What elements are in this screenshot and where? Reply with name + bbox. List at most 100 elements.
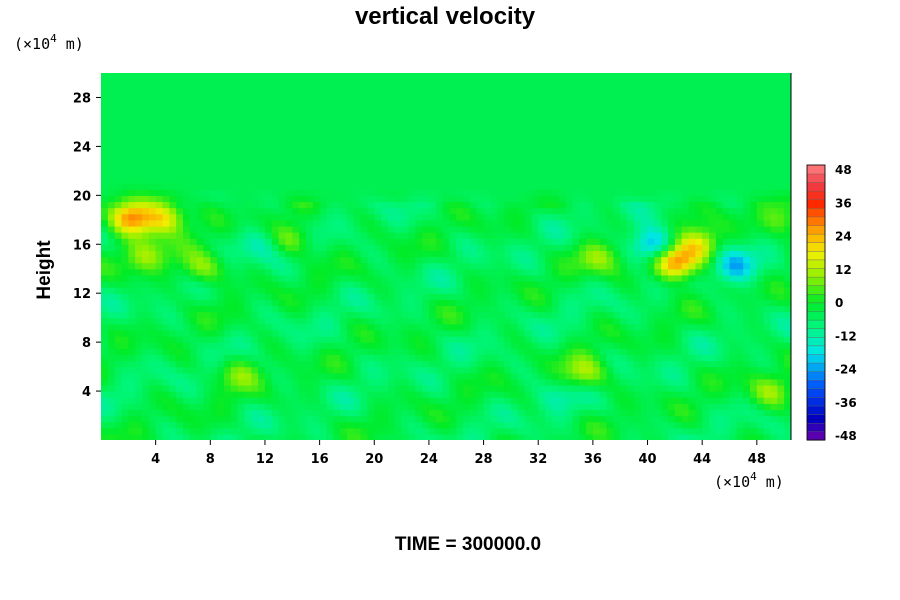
heatmap-cell: [135, 170, 143, 178]
heatmap-cell: [524, 280, 532, 288]
heatmap-cell: [668, 421, 676, 429]
heatmap-cell: [736, 183, 744, 190]
heatmap-cell: [681, 201, 690, 209]
heatmap-cell: [299, 397, 307, 404]
heatmap-cell: [531, 378, 539, 386]
heatmap-cell: [736, 152, 744, 160]
heatmap-cell: [784, 225, 791, 233]
heatmap-cell: [545, 213, 553, 221]
heatmap-cell: [545, 280, 553, 288]
heatmap-cell: [210, 183, 218, 190]
heatmap-cell: [736, 201, 744, 209]
heatmap-cell: [203, 213, 211, 221]
heatmap-cell: [312, 238, 321, 245]
heatmap-cell: [305, 164, 314, 172]
heatmap-cell: [353, 183, 362, 190]
heatmap-cell: [517, 170, 526, 178]
heatmap-cell: [442, 201, 451, 209]
heatmap-cell: [251, 274, 259, 282]
heatmap-cell: [784, 317, 791, 325]
heatmap-cell: [750, 158, 758, 166]
heatmap-cell: [333, 433, 341, 440]
heatmap-cell: [715, 158, 724, 166]
heatmap-cell: [627, 219, 635, 227]
heatmap-cell: [141, 140, 150, 147]
heatmap-cell: [176, 256, 184, 264]
y-unit-label: (×104 m): [14, 32, 84, 53]
heatmap-cell: [681, 323, 690, 331]
heatmap-cell: [613, 366, 621, 374]
heatmap-cell: [483, 244, 492, 251]
heatmap-cell: [292, 317, 300, 325]
heatmap-cell: [251, 421, 259, 429]
heatmap-cell: [497, 176, 505, 184]
heatmap-cell: [141, 427, 150, 435]
heatmap-cell: [743, 250, 751, 258]
heatmap-cell: [182, 299, 191, 307]
heatmap-cell: [285, 397, 293, 404]
heatmap-cell: [162, 164, 170, 172]
heatmap-cell: [141, 433, 150, 440]
heatmap-cell: [661, 158, 669, 166]
heatmap-cell: [743, 244, 751, 251]
heatmap-cell: [627, 415, 635, 423]
heatmap-cell: [784, 158, 791, 166]
heatmap-cell: [319, 164, 328, 172]
heatmap-cell: [517, 287, 526, 294]
heatmap-cell: [196, 250, 205, 258]
heatmap-cell: [346, 170, 355, 178]
heatmap-cell: [736, 244, 744, 251]
heatmap-cell: [777, 311, 785, 319]
heatmap-cell: [264, 158, 273, 166]
heatmap-cell: [244, 219, 252, 227]
heatmap-cell: [729, 397, 737, 404]
heatmap-cell: [504, 366, 512, 374]
heatmap-cell: [135, 372, 143, 380]
heatmap-cell: [606, 176, 614, 184]
heatmap-cell: [305, 207, 314, 215]
heatmap-cell: [428, 336, 437, 343]
heatmap-cell: [401, 397, 410, 404]
heatmap-cell: [176, 183, 184, 190]
heatmap-cell: [565, 299, 573, 307]
heatmap-cell: [128, 256, 136, 264]
heatmap-cell: [155, 293, 164, 300]
heatmap-cell: [299, 293, 307, 300]
heatmap-cell: [736, 213, 744, 221]
heatmap-cell: [299, 189, 307, 196]
heatmap-cell: [681, 140, 690, 147]
heatmap-cell: [688, 336, 696, 343]
heatmap-cell: [182, 311, 191, 319]
heatmap-cell: [770, 195, 778, 203]
heatmap-cell: [606, 225, 614, 233]
heatmap-cell: [285, 354, 293, 362]
heatmap-cell: [237, 329, 246, 337]
heatmap-cell: [558, 232, 567, 239]
heatmap-cell: [770, 329, 778, 337]
heatmap-cell: [763, 299, 772, 307]
heatmap-cell: [579, 274, 587, 282]
heatmap-cell: [381, 268, 389, 276]
heatmap-cell: [606, 415, 614, 423]
heatmap-cell: [756, 397, 765, 404]
heatmap-cell: [223, 329, 232, 337]
heatmap-cell: [394, 250, 403, 258]
heatmap-cell: [394, 189, 403, 196]
heatmap-cell: [319, 421, 328, 429]
heatmap-cell: [463, 342, 471, 349]
heatmap-cell: [360, 372, 369, 380]
heatmap-cell: [305, 317, 314, 325]
heatmap-cell: [387, 189, 396, 196]
heatmap-cell: [633, 176, 642, 184]
heatmap-cell: [210, 146, 218, 154]
heatmap-cell: [203, 250, 211, 258]
heatmap-cell: [217, 250, 225, 258]
heatmap-cell: [647, 238, 655, 245]
heatmap-cell: [428, 391, 437, 398]
heatmap-cell: [784, 372, 791, 380]
heatmap-cell: [299, 305, 307, 313]
heatmap-cell: [169, 329, 177, 337]
heatmap-cell: [381, 164, 389, 172]
heatmap-cell: [415, 207, 423, 215]
heatmap-cell: [367, 299, 375, 307]
